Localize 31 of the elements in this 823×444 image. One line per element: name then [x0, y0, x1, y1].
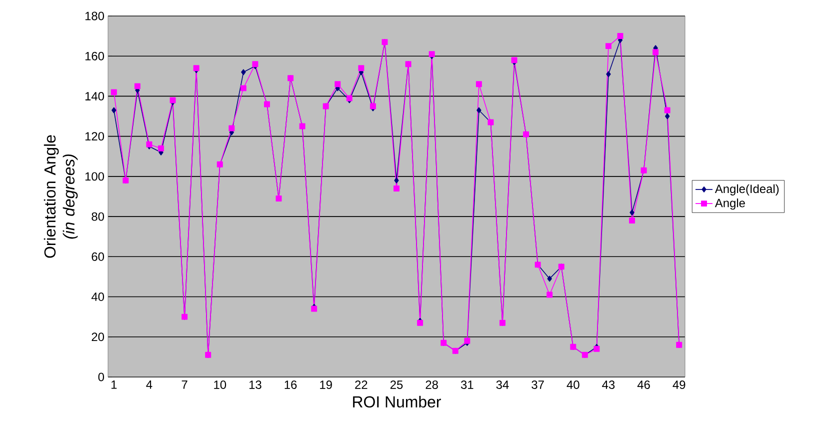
y-tick-label: 20: [92, 332, 104, 342]
x-tick-label: 46: [637, 380, 650, 389]
x-tick-label: 25: [390, 380, 403, 389]
y-tick-label: 40: [91, 292, 104, 301]
legend-label: Angle: [714, 198, 745, 210]
x-tick-label: 49: [672, 380, 686, 389]
x-tick-label: 43: [602, 380, 615, 389]
y-axis-title: Orientation Angle (in degrees): [44, 135, 78, 258]
x-tick-label: 37: [532, 380, 544, 389]
x-tick-label: 13: [249, 380, 262, 389]
legend-label: Angle(Ideal): [714, 184, 779, 196]
x-tick-label: 4: [146, 380, 152, 389]
x-tick-label: 22: [355, 380, 368, 389]
y-tick-label: 100: [85, 172, 104, 181]
x-tick-label: 28: [426, 380, 438, 389]
x-tick-label: 34: [496, 380, 509, 389]
y-tick-label: 160: [85, 52, 104, 60]
x-tick-label: 19: [320, 380, 332, 389]
y-tick-label: 140: [85, 92, 104, 100]
x-tick-label: 10: [214, 380, 226, 389]
x-tick-label: 7: [182, 380, 188, 389]
x-tick-label: 40: [566, 380, 580, 389]
x-tick-label: 31: [460, 380, 474, 389]
x-tick-label: 16: [284, 380, 297, 389]
y-tick-label: 60: [92, 252, 104, 261]
y-tick-label: 120: [85, 132, 104, 141]
x-axis-title: ROI Number: [353, 396, 441, 408]
x-tick-label: 1: [111, 380, 117, 389]
y-tick-label: 180: [85, 12, 104, 20]
y-tick-label: 0: [98, 372, 104, 382]
y-tick-label: 80: [92, 212, 104, 221]
